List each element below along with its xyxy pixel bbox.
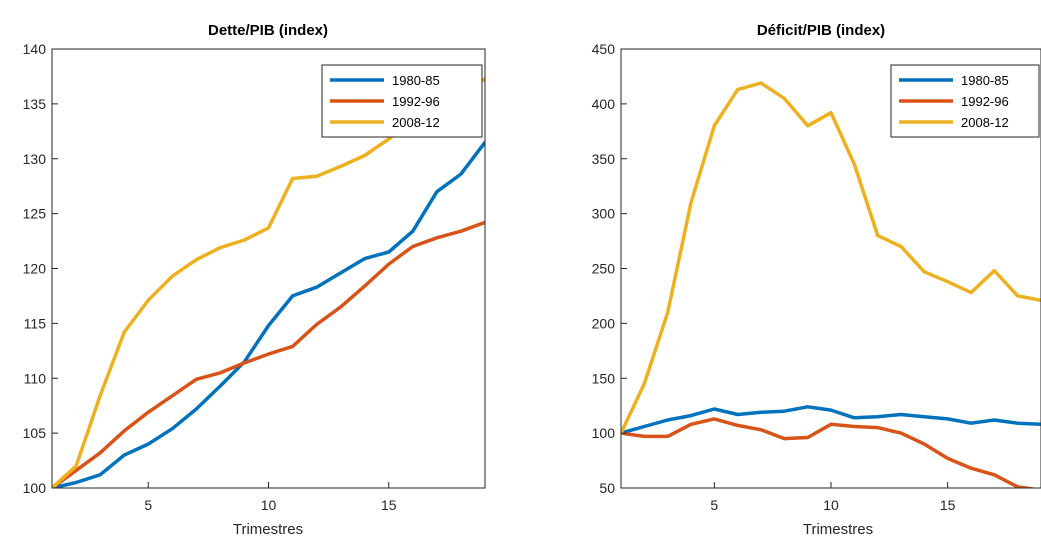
y-tick-label: 100 (23, 480, 47, 496)
x-tick-label: 5 (710, 497, 718, 513)
y-tick-label: 105 (23, 425, 47, 441)
y-tick-label: 300 (592, 206, 616, 222)
y-tick-label: 250 (592, 261, 616, 277)
legend: 1980-85 1992-96 2008-12 (890, 64, 1040, 138)
x-axis-label: Trimestres (803, 521, 873, 538)
series-line-2008-12 (621, 81, 1041, 435)
x-tick-label: 10 (261, 497, 277, 513)
y-tick-label: 110 (24, 370, 47, 386)
legend-entry: 1980-85 (961, 73, 1009, 88)
chart-panel-1: 100 105 110 115 120 125 130 135 140 5 10 15 Dette/PI… (23, 22, 486, 538)
x-tick-label: 15 (940, 497, 956, 513)
y-tick-label: 100 (592, 425, 616, 441)
chart-title: Déficit/PIB (index) (757, 22, 885, 39)
y-tick-label: 150 (592, 370, 616, 386)
series-line-1992-96 (621, 417, 1038, 488)
legend-entry: 1980-85 (392, 73, 440, 88)
x-tick-label: 10 (823, 497, 839, 513)
y-tick-label: 50 (599, 480, 615, 496)
y-tick-label: 450 (592, 41, 616, 57)
legend-entry: 1992-96 (392, 94, 440, 109)
y-tick-label: 350 (592, 151, 616, 167)
y-tick-label: 130 (23, 151, 47, 167)
legend-entry: 1992-96 (961, 94, 1009, 109)
legend-entry: 2008-12 (961, 115, 1009, 130)
series-line-1980-85 (621, 405, 1041, 435)
y-tick-label: 200 (592, 315, 616, 331)
chart-title: Dette/PIB (index) (208, 22, 328, 39)
legend: 1980-85 1992-96 2008-12 (321, 64, 483, 138)
y-tick-label: 135 (23, 96, 47, 112)
series-line-1992-96 (52, 220, 485, 488)
y-tick-label: 115 (24, 315, 47, 331)
y-tick-label: 140 (23, 41, 47, 57)
x-tick-label: 15 (381, 497, 397, 513)
series-line-2008-12 (52, 76, 485, 488)
legend-entry: 2008-12 (392, 115, 440, 130)
y-tick-label: 120 (23, 261, 47, 277)
x-axis-label: Trimestres (233, 521, 303, 538)
y-tick-label: 400 (592, 96, 616, 112)
x-tick-label: 5 (144, 497, 152, 513)
y-tick-label: 125 (23, 206, 47, 222)
chart-panel-2: 50 100 150 200 250 300 350 400 450 5 10 15 Déficit/P… (592, 22, 1041, 538)
series-line-1980-85 (52, 140, 485, 488)
